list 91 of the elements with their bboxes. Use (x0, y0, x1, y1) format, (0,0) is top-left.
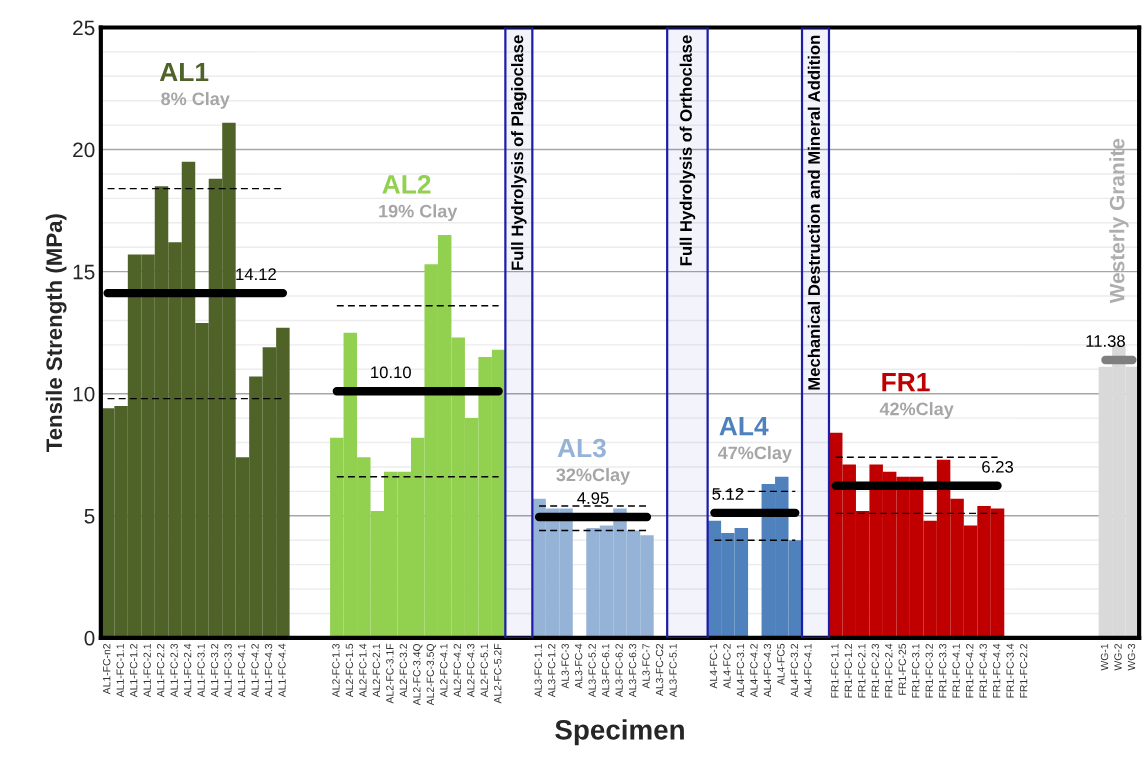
x-tick-label: AL3-FC-1.2 (547, 643, 556, 698)
data-label: 10.10 (371, 366, 411, 379)
text: Westerly Granite (1109, 138, 1129, 304)
x-tick-label: AL2-FC-3.4Q (413, 643, 423, 706)
band-label: Mechanical Destruction and Mineral Addition (807, 35, 820, 390)
x-tick-label: FR1-FC-4.3 (979, 643, 987, 698)
text: FR1 (882, 373, 930, 392)
x-tick-label: AL1-FC-3.1 (197, 643, 205, 698)
x-tick-label: AL1-FC-4.2 (251, 643, 259, 698)
data-label: 4.95 (577, 492, 609, 504)
x-tick-label: AL4-FC-4.1 (804, 643, 812, 698)
x-tick-label: AL2-FC-2.1 (372, 643, 381, 698)
x-tick-label: AL1-FC-2.4 (183, 643, 192, 698)
x-tick-label: AL3-FC-7 (642, 643, 650, 689)
y-axis-title: Tensile Strength (MPa) (45, 214, 67, 452)
x-tick-label: AL4-FC-4.2 (750, 643, 758, 698)
annotation: 47%Clay (717, 446, 792, 463)
series-label: AL3 (557, 438, 606, 458)
x-tick-label: AL2-FC-4.3 (467, 643, 475, 698)
x-tick-label: AL1-FC-4.4 (278, 643, 286, 698)
x-tick-label: AL1-FC-n2 (103, 643, 111, 695)
x-tick-label: WG-2 (1114, 643, 1122, 671)
x-tick-label: FR1-FC-3.2 (925, 643, 933, 698)
x-tick-label: AL1-FC-2.1 (143, 643, 151, 698)
x-tick-label: FR1-FC-3.4 (1006, 643, 1014, 698)
annotation: 19% Clay (379, 204, 458, 222)
x-tick-label: FR1-FC-4.1 (952, 643, 960, 698)
x-tick-label: AL2-FC-1.3 (332, 643, 340, 698)
x-tick-label: AL3-FC-1.1 (534, 643, 542, 698)
x-tick-label: FR1-FC-2.2 (1019, 643, 1028, 698)
x-tick-label: FR1-FC-1.1 (831, 643, 839, 698)
x-tick-label: AL1-FC-1.1 (116, 643, 124, 698)
y-tick-label: 15 (73, 264, 95, 280)
x-tick-label: FR1-FC-2.1 (858, 643, 866, 698)
x-tick-label: AL3-FC-5.1 (669, 643, 677, 698)
x-tick-label: AL4-FC-3.1 (736, 643, 745, 698)
annotation: 42%Clay (879, 402, 954, 419)
x-tick-label: AL1-FC-4.3 (264, 643, 273, 698)
y-tick-label: 10 (73, 386, 95, 402)
x-tick-label: AL2-FC-5.2F (494, 643, 502, 704)
band-label: Full Hydrolysis of Orthoclase (679, 35, 696, 266)
data-label: 14.12 (236, 268, 276, 280)
series-label: AL2 (382, 174, 431, 194)
x-tick-label: AL3-FC-5.2 (588, 643, 596, 698)
x-tick-label: AL4-FC5 (777, 643, 785, 686)
x-tick-label: AL1-FC-3.3 (224, 643, 232, 698)
x-tick-label: AL1-FC-3.2 (210, 643, 219, 698)
x-tick-label: AL4-FC-2 (723, 643, 731, 689)
annotation: 8% Clay (161, 91, 230, 109)
x-tick-label: AL3-FC-6.1 (601, 643, 610, 698)
data-label: 6.23 (982, 460, 1014, 473)
x-tick-label: AL4-FC-3.2 (790, 643, 799, 698)
x-tick-label: FR1-FC-2.4 (885, 643, 893, 698)
y-tick-label: 0 (84, 630, 95, 646)
x-axis-title: Specimen (555, 719, 684, 746)
series-label: AL1 (159, 62, 209, 82)
x-tick-label: AL3-FC-6.3 (628, 643, 637, 698)
x-tick-label: AL1-FC-4.1 (237, 643, 246, 698)
x-tick-label: AL1-FC-1.2 (129, 643, 138, 698)
x-tick-label: AL1-FC-2.3 (170, 643, 178, 698)
x-tick-label: AL1-FC-2.2 (156, 643, 165, 698)
x-tick-label: AL2-FC-5.1 (480, 643, 488, 698)
series-label: AL4 (719, 416, 769, 436)
x-tick-label: AL4-FC-4.3 (763, 643, 772, 698)
x-tick-label: AL2-FC-1.4 (359, 643, 367, 698)
x-tick-label: AL2-FC-1.5 (345, 643, 354, 698)
annotation: 32%Clay (556, 467, 631, 485)
y-tick-label: 25 (73, 20, 95, 36)
x-tick-label: FR1-FC-4.2 (965, 643, 974, 698)
data-label: 11.38 (1086, 335, 1125, 347)
x-tick-label: AL2-FC-3.5Q (426, 643, 436, 706)
x-tick-label: WG-1 (1100, 643, 1109, 671)
x-tick-label: FR1-FC-25 (898, 643, 906, 695)
x-tick-label: FR1-FC-2.3 (871, 643, 879, 698)
x-tick-label: FR1-FC-4.4 (992, 643, 1001, 698)
x-tick-label: AL3-FC-3 (561, 643, 569, 689)
y-tick-label: 5 (84, 509, 95, 524)
x-tick-label: AL3-FC-4 (574, 643, 583, 689)
x-tick-label: AL2-FC-4.2 (453, 643, 461, 698)
band-label: Full Hydrolysis of Plagioclase (511, 35, 527, 270)
x-tick-label: AL3-FC-6.2 (615, 643, 623, 698)
x-tick-label: AL3-FC-C2 (655, 643, 664, 697)
x-tick-label: FR1-FC-3.1 (912, 643, 920, 698)
x-tick-label: AL2-FC-4.1 (440, 643, 448, 698)
y-tick-label: 20 (73, 142, 95, 158)
x-tick-label: AL4-FC-1 (709, 643, 718, 689)
x-tick-label: AL2-FC-3.2 (399, 643, 408, 698)
x-tick-label: WG-3 (1127, 643, 1136, 671)
x-tick-label: FR1-FC-3.3 (939, 643, 947, 698)
x-tick-label: FR1-FC-1.2 (844, 643, 853, 698)
x-tick-label: AL2-FC-3.1F (386, 643, 394, 704)
